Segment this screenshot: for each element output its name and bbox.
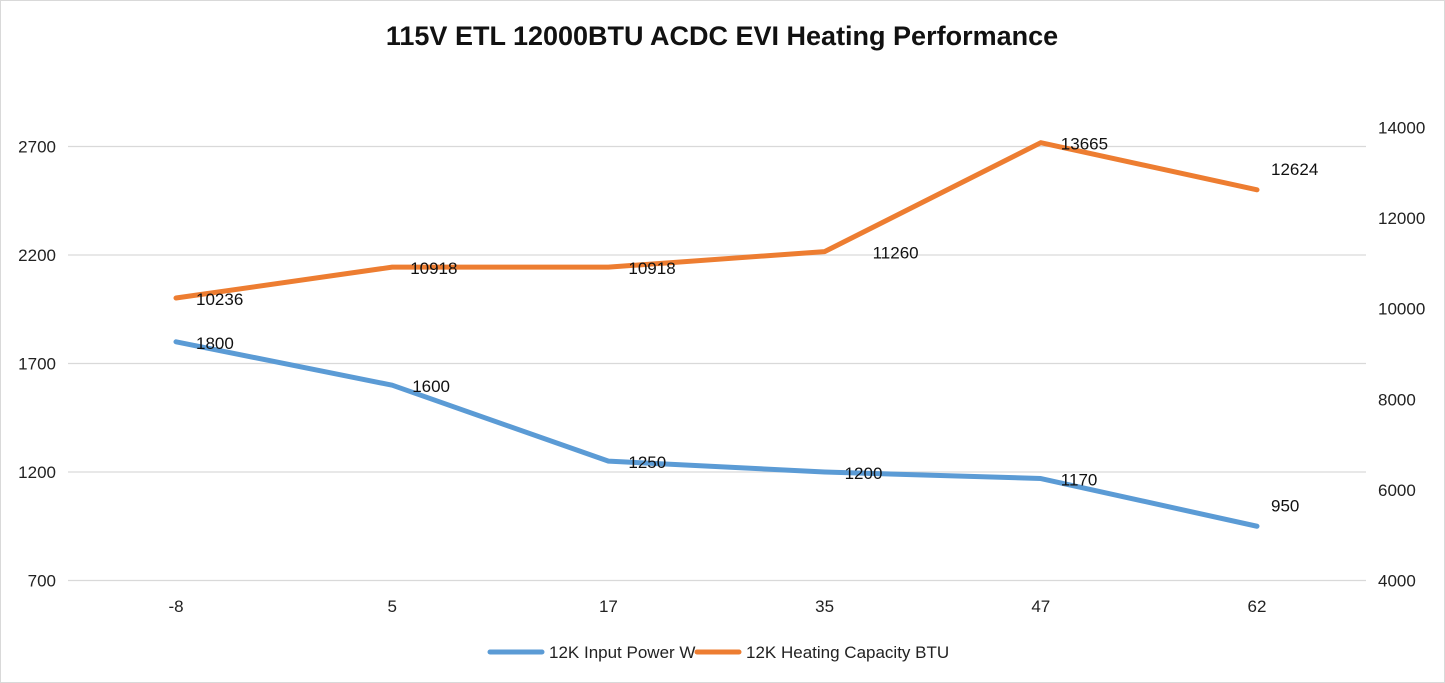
x-tick-label: 47 xyxy=(1031,597,1050,616)
legend: 12K Input Power W 12K Heating Capacity B… xyxy=(487,643,949,662)
data-label: 13665 xyxy=(1061,135,1108,154)
y-axis-right: 4000 6000 8000 10000 12000 14000 xyxy=(1378,119,1425,591)
x-tick-label: 35 xyxy=(815,597,834,616)
y-right-tick-label: 10000 xyxy=(1378,300,1425,319)
x-tick-label: 62 xyxy=(1248,597,1267,616)
data-label: 10918 xyxy=(410,259,457,278)
data-label: 1250 xyxy=(628,453,666,472)
data-label: 10918 xyxy=(628,259,675,278)
y-left-tick-label: 1200 xyxy=(18,463,56,482)
series-line-input-power xyxy=(173,339,1260,529)
legend-label-input-power: 12K Input Power W xyxy=(549,643,695,662)
x-tick-label: 5 xyxy=(387,597,396,616)
data-label: 1800 xyxy=(196,334,234,353)
y-right-tick-label: 14000 xyxy=(1378,119,1425,138)
series-line-heating-capacity xyxy=(173,140,1260,301)
data-labels: 1800 1600 1250 1200 1170 950 10236 10918 10918 11… xyxy=(196,135,1318,516)
data-label: 10236 xyxy=(196,290,243,309)
x-tick-label: -8 xyxy=(168,597,183,616)
series-group xyxy=(173,140,1260,529)
y-left-tick-label: 1700 xyxy=(18,355,56,374)
y-left-tick-label: 2200 xyxy=(18,246,56,265)
gridlines xyxy=(68,145,1366,582)
data-label: 12624 xyxy=(1271,160,1318,179)
data-label: 1600 xyxy=(412,377,450,396)
y-left-tick-label: 700 xyxy=(28,572,56,591)
y-right-tick-label: 8000 xyxy=(1378,390,1416,409)
data-label: 1200 xyxy=(845,464,883,483)
data-label: 1170 xyxy=(1061,471,1098,490)
x-tick-label: 17 xyxy=(599,597,618,616)
data-label: 950 xyxy=(1271,496,1299,515)
y-right-tick-label: 6000 xyxy=(1378,481,1416,500)
y-right-tick-label: 12000 xyxy=(1378,209,1425,228)
x-axis: -8 5 17 35 47 62 xyxy=(168,597,1266,616)
y-left-tick-label: 2700 xyxy=(18,138,56,157)
legend-label-heating-capacity: 12K Heating Capacity BTU xyxy=(746,643,949,662)
y-right-tick-label: 4000 xyxy=(1378,572,1416,591)
chart-title: 115V ETL 12000BTU ACDC EVI Heating Perfo… xyxy=(386,21,1058,51)
data-label: 11260 xyxy=(873,244,919,263)
y-axis-left: 700 1200 1700 2200 2700 xyxy=(18,138,56,591)
